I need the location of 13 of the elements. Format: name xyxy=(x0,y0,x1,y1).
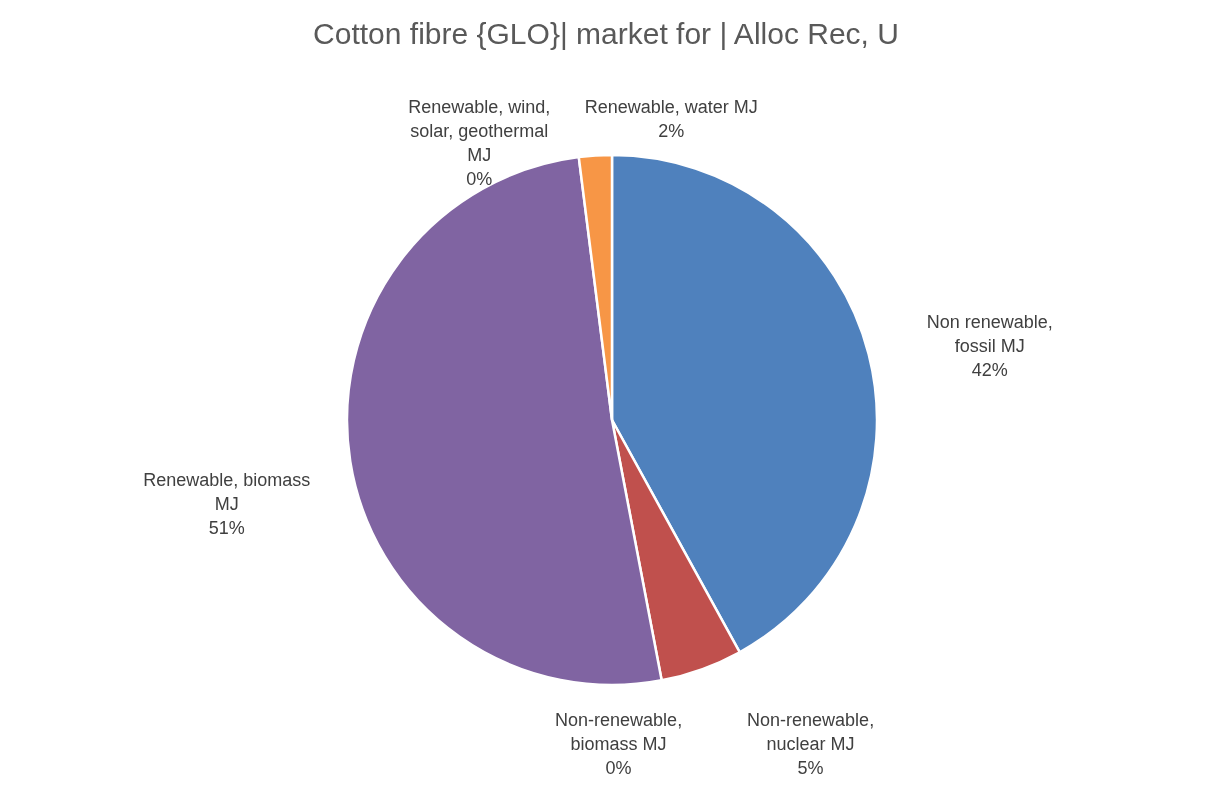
data-label: 5% xyxy=(797,758,824,778)
data-label: 42% xyxy=(971,360,1008,381)
text: 0% xyxy=(466,169,493,189)
slice-label: Renewable, water MJ xyxy=(584,97,758,117)
slice-label: Non renewable, fossil MJ xyxy=(926,312,1053,357)
data-label: 2% xyxy=(658,121,685,141)
slice-label: Renewable, biomass MJ xyxy=(143,470,311,515)
data-label: 51% xyxy=(208,518,245,539)
category-label: Non-renewable, biomass MJ xyxy=(555,710,683,754)
slice-label: Non-renewable, nuclear MJ xyxy=(747,710,875,754)
chart-title: Cotton fibre {GLO}| market for | Alloc Rec, U xyxy=(313,17,899,50)
category-label: Renewable, wind, solar, geothermal MJ xyxy=(408,97,551,165)
text: 0% xyxy=(605,758,632,778)
